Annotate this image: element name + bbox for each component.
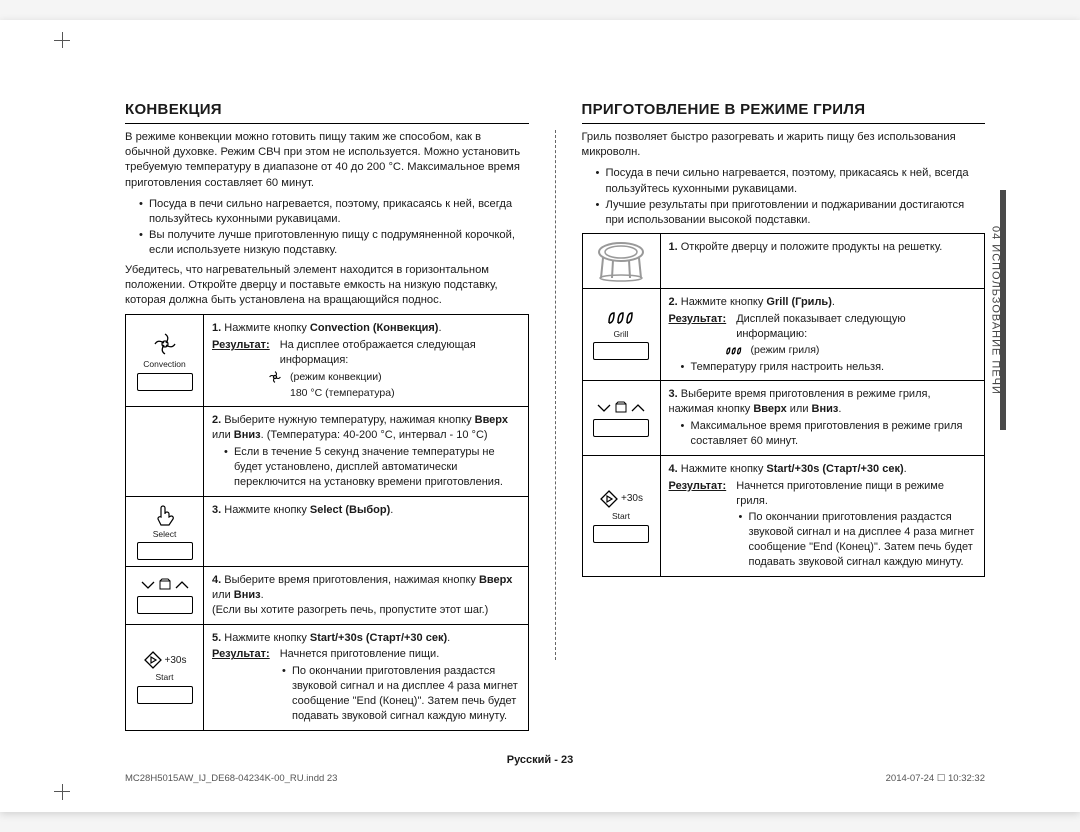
section-convection: КОНВЕКЦИЯ В режиме конвекции можно готов…	[125, 100, 529, 720]
start-icon	[599, 489, 619, 509]
table-row: 3. Выберите время приготовления в режиме…	[582, 381, 985, 455]
table-row: 4. Выберите время приготовления, нажимая…	[126, 567, 529, 625]
steps-table-grill: 1. Откройте дверцу и положите продукты н…	[582, 233, 986, 577]
fan-icon	[152, 331, 178, 357]
table-row: Convection 1. Нажмите кнопку Convection …	[126, 315, 529, 407]
icon-label: Convection	[130, 359, 199, 370]
table-row: +30s Start 5. Нажмите кнопку Start/+30s …	[126, 624, 529, 730]
table-row: 1. Откройте дверцу и положите продукты н…	[582, 233, 985, 288]
updown-icon	[137, 576, 193, 594]
table-row: Grill 2. Нажмите кнопку Grill (Гриль). Р…	[582, 288, 985, 381]
grill-icon	[725, 345, 743, 357]
crop-mark	[54, 776, 78, 800]
print-footer: MC28H5015AW_IJ_DE68-04234K-00_RU.indd 23…	[125, 773, 985, 786]
heading-convection: КОНВЕКЦИЯ	[125, 100, 529, 124]
icon-cell: Convection	[126, 315, 204, 407]
tips-list: Посуда в печи сильно нагревается, поэтом…	[125, 197, 529, 259]
steps-table-convection: Convection 1. Нажмите кнопку Convection …	[125, 314, 529, 730]
table-row: 2. Выберите нужную температуру, нажимая …	[126, 407, 529, 496]
grill-icon	[606, 309, 636, 327]
hand-icon	[155, 503, 175, 527]
tip: Посуда в печи сильно нагревается, поэтом…	[139, 197, 529, 227]
column-divider	[555, 130, 556, 660]
crop-mark	[54, 32, 78, 56]
start-icon	[143, 650, 163, 670]
fan-icon	[268, 370, 282, 384]
updown-icon	[593, 399, 649, 417]
table-row: Select 3. Нажмите кнопку Select (Выбор).	[126, 496, 529, 566]
rack-icon	[595, 240, 647, 282]
heading-grill: ПРИГОТОВЛЕНИЕ В РЕЖИМЕ ГРИЛЯ	[582, 100, 986, 124]
manual-page: 04 ИСПОЛЬЗОВАНИЕ ПЕЧИ КОНВЕКЦИЯ В режиме…	[0, 20, 1080, 812]
section-grill: ПРИГОТОВЛЕНИЕ В РЕЖИМЕ ГРИЛЯ Гриль позво…	[582, 100, 986, 720]
setup-note: Убедитесь, что нагревательный элемент на…	[125, 263, 529, 308]
intro-text: В режиме конвекции можно готовить пищу т…	[125, 130, 529, 190]
page-footer: Русский - 23	[0, 753, 1080, 768]
tip: Вы получите лучше приготовленную пищу с …	[139, 228, 529, 258]
table-row: +30s Start 4. Нажмите кнопку Start/+30s …	[582, 455, 985, 576]
chapter-tab: 04 ИСПОЛЬЗОВАНИЕ ПЕЧИ	[984, 190, 1006, 430]
button-outline	[137, 373, 193, 391]
